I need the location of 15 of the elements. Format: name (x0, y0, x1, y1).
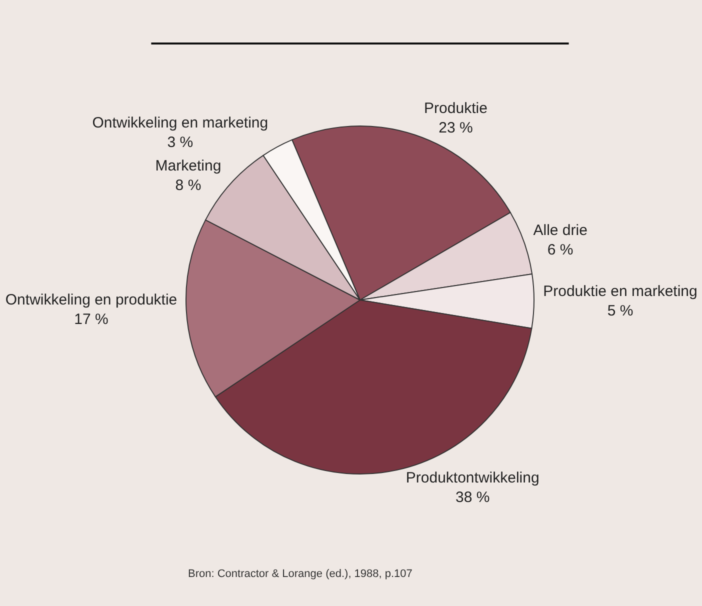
slice-label: Ontwikkeling en produktie (5, 292, 178, 309)
data-label: 17 % (74, 311, 108, 328)
data-label: 3 % (167, 134, 194, 152)
slice-label: Marketing (155, 158, 222, 175)
text: Bron: Contractor & Lorange (ed.), 1988, p.107 (188, 568, 412, 580)
data-label: 6 % (547, 241, 574, 258)
slice-label: Produktie en marketing (543, 282, 698, 300)
slice-label: Ontwikkeling en marketing (92, 114, 268, 132)
slice-label: Produktontwikkeling (406, 469, 540, 486)
data-label: 23 % (438, 120, 473, 137)
slice-label: Alle drie (533, 222, 588, 239)
data-label: 38 % (455, 488, 490, 506)
data-label: 8 % (175, 177, 202, 194)
slice-label: Produktie (424, 100, 488, 118)
data-label: 5 % (607, 302, 634, 320)
